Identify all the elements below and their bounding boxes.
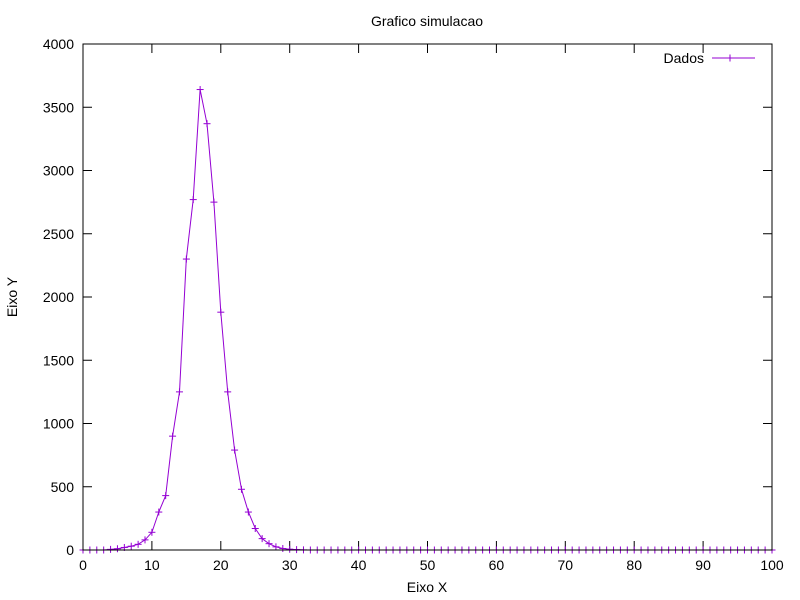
data-point: [210, 198, 218, 206]
y-tick-label: 1000: [43, 416, 74, 432]
x-axis-label: Eixo X: [407, 579, 448, 595]
data-point: [175, 388, 183, 396]
x-tick-label: 100: [760, 557, 784, 573]
data-point: [162, 492, 170, 500]
data-point: [272, 543, 280, 551]
data-point: [231, 446, 239, 454]
data-point: [127, 542, 135, 550]
y-axis-ticks: 0 500 1000 1500 2000 2500 3000 3500 4000: [43, 36, 772, 558]
data-point: [107, 545, 115, 553]
chart-title: Grafico simulacao: [371, 13, 483, 29]
data-point: [279, 544, 287, 552]
series-layer: [79, 86, 776, 554]
data-point: [196, 86, 204, 94]
data-point: [141, 536, 149, 544]
series-markers: [79, 86, 776, 554]
x-tick-label: 40: [351, 557, 367, 573]
y-tick-label: 1500: [43, 352, 74, 368]
x-tick-label: 10: [144, 557, 160, 573]
y-tick-label: 500: [51, 479, 75, 495]
data-point: [169, 432, 177, 440]
data-point: [189, 196, 197, 204]
x-axis-ticks: 0 10 20 30 40 50 60 70 80 90 100: [79, 44, 784, 573]
data-point: [113, 545, 121, 553]
data-point: [155, 508, 163, 516]
y-tick-label: 3500: [43, 99, 74, 115]
x-tick-label: 50: [420, 557, 436, 573]
y-tick-label: 0: [66, 542, 74, 558]
legend-label: Dados: [664, 50, 704, 66]
y-tick-label: 2500: [43, 226, 74, 242]
data-point: [237, 485, 245, 493]
x-tick-label: 70: [558, 557, 574, 573]
y-tick-label: 3000: [43, 163, 74, 179]
data-point: [217, 308, 225, 316]
x-tick-label: 20: [213, 557, 229, 573]
x-tick-label: 30: [282, 557, 298, 573]
data-point: [286, 545, 294, 553]
data-point: [244, 508, 252, 516]
series-line: [83, 89, 772, 551]
data-point: [134, 540, 142, 548]
data-point: [148, 528, 156, 536]
data-point: [258, 535, 266, 543]
data-point: [265, 540, 273, 548]
x-tick-label: 80: [626, 557, 642, 573]
x-tick-label: 90: [695, 557, 711, 573]
data-point: [182, 255, 190, 263]
y-tick-label: 4000: [43, 36, 74, 52]
data-point: [251, 524, 259, 532]
legend: Dados: [664, 50, 755, 66]
x-tick-label: 60: [489, 557, 505, 573]
y-axis-label: Eixo Y: [4, 276, 20, 317]
data-point: [224, 388, 232, 396]
plot-frame: [82, 43, 773, 551]
x-tick-label: 0: [79, 557, 87, 573]
y-tick-label: 2000: [43, 289, 74, 305]
legend-marker: [726, 54, 734, 62]
data-point: [203, 120, 211, 128]
